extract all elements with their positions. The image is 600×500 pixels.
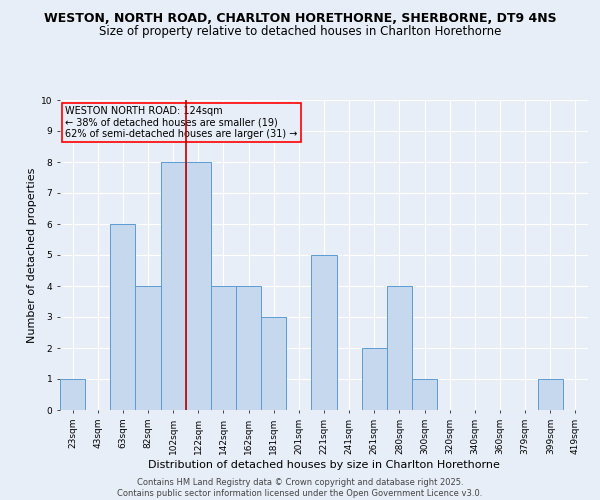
Bar <box>261 317 286 410</box>
Bar <box>236 286 261 410</box>
Bar <box>412 379 437 410</box>
X-axis label: Distribution of detached houses by size in Charlton Horethorne: Distribution of detached houses by size … <box>148 460 500 469</box>
Text: WESTON, NORTH ROAD, CHARLTON HORETHORNE, SHERBORNE, DT9 4NS: WESTON, NORTH ROAD, CHARLTON HORETHORNE,… <box>44 12 556 26</box>
Y-axis label: Number of detached properties: Number of detached properties <box>26 168 37 342</box>
Text: Size of property relative to detached houses in Charlton Horethorne: Size of property relative to detached ho… <box>99 25 501 38</box>
Bar <box>387 286 412 410</box>
Bar <box>211 286 236 410</box>
Bar <box>110 224 136 410</box>
Bar <box>311 255 337 410</box>
Bar <box>136 286 161 410</box>
Bar <box>362 348 387 410</box>
Bar <box>538 379 563 410</box>
Bar <box>161 162 186 410</box>
Bar <box>60 379 85 410</box>
Text: Contains HM Land Registry data © Crown copyright and database right 2025.
Contai: Contains HM Land Registry data © Crown c… <box>118 478 482 498</box>
Text: WESTON NORTH ROAD: 124sqm
← 38% of detached houses are smaller (19)
62% of semi-: WESTON NORTH ROAD: 124sqm ← 38% of detac… <box>65 106 298 140</box>
Bar <box>186 162 211 410</box>
